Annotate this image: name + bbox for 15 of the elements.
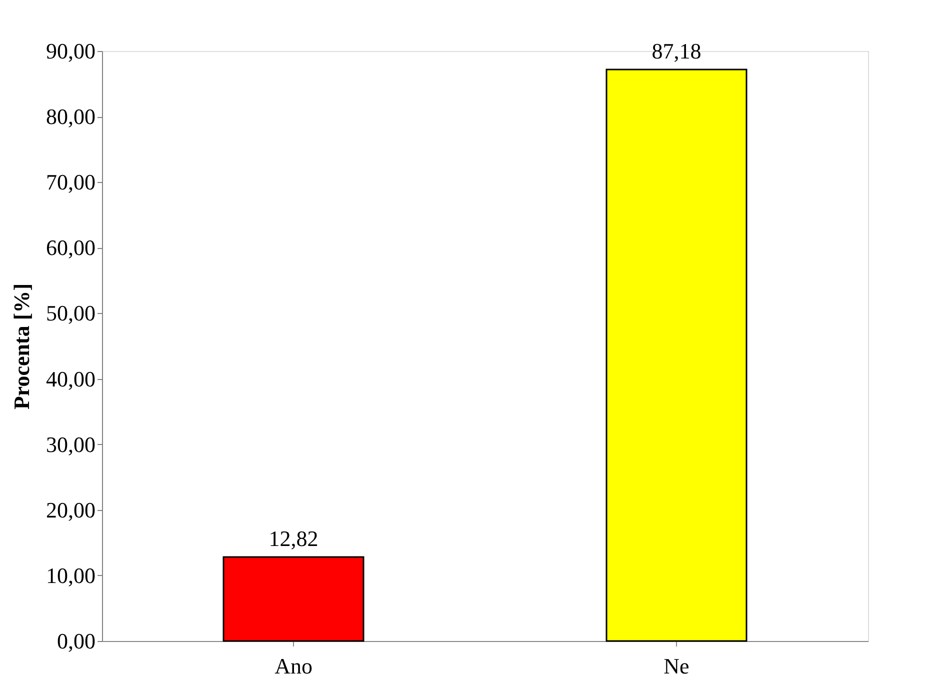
y-tick-label: 0,00	[57, 628, 96, 654]
y-tick-label: 40,00	[46, 366, 96, 392]
y-tick-label: 10,00	[46, 562, 96, 588]
data-label: 87,18	[652, 38, 702, 64]
x-tick-label: Ne	[664, 654, 690, 678]
y-tick-label: 80,00	[46, 104, 96, 130]
y-tick-label: 70,00	[46, 170, 96, 195]
y-axis-title: Procenta [%]	[9, 283, 34, 410]
y-tick-label: 30,00	[46, 432, 96, 457]
y-tick-label: 90,00	[46, 38, 96, 64]
y-tick-label: 60,00	[46, 235, 96, 260]
y-tick-label: 50,00	[46, 300, 96, 326]
y-tick-label: 20,00	[46, 497, 96, 522]
x-tick-label: Ano	[274, 654, 312, 678]
data-label: 12,82	[268, 526, 318, 551]
